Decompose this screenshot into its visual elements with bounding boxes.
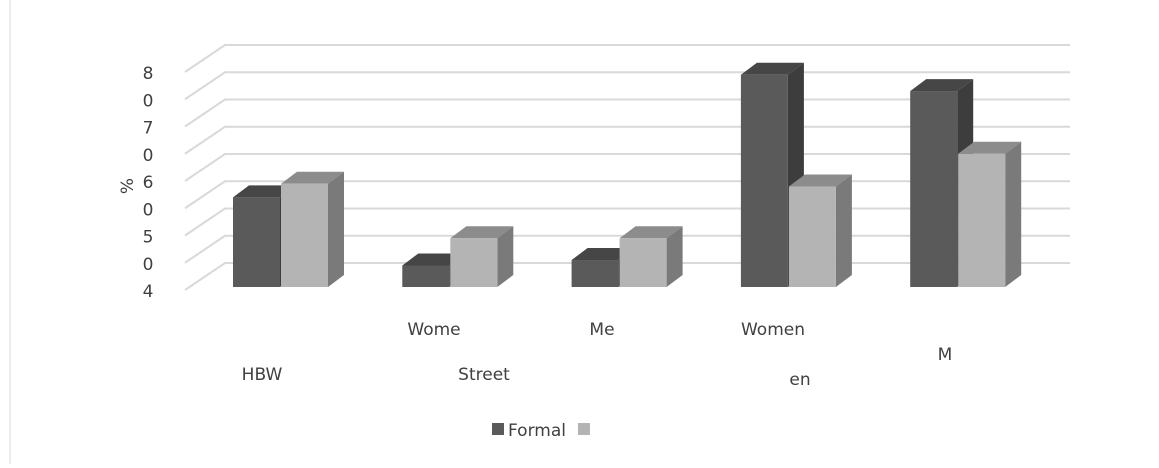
x-tick-label: M (938, 345, 953, 365)
bar (958, 153, 1006, 287)
bar-side (328, 171, 344, 287)
bar-side (666, 226, 683, 287)
x-tick-label: HBW (242, 365, 283, 385)
y-tick-label: 0 (143, 200, 154, 220)
y-tick-label: 4 (143, 282, 154, 302)
bar (281, 183, 328, 287)
bar-top (958, 141, 1022, 154)
x-tick-label: Women (741, 320, 805, 340)
bar-top (910, 79, 974, 92)
bar-top (571, 248, 635, 261)
legend-swatch (492, 423, 504, 435)
y-tick-label: 6 (143, 173, 154, 193)
y-axis-label: % (118, 178, 138, 194)
bar-side (497, 226, 514, 287)
y-tick-label: 0 (143, 255, 154, 275)
bar-side (1005, 141, 1022, 287)
bar (740, 74, 788, 287)
bar (233, 197, 280, 287)
bar (571, 260, 619, 287)
y-tick-label: 7 (143, 119, 154, 139)
bar (450, 238, 498, 287)
legend-label: Formal (508, 421, 566, 441)
bar (788, 186, 836, 287)
y-tick-label: 0 (143, 91, 154, 111)
x-tick-label: Wome (407, 320, 460, 340)
bar-top (281, 171, 344, 184)
bar-side (835, 174, 852, 287)
bar-top (233, 185, 296, 198)
y-tick-label: 8 (143, 64, 154, 84)
y-tick-label: 0 (143, 146, 154, 166)
bar-top (450, 226, 514, 239)
bar-top (619, 226, 683, 239)
y-tick-label: 5 (143, 228, 154, 248)
bar-top (740, 62, 804, 75)
bar (402, 265, 450, 287)
bar (910, 91, 958, 287)
bar-top (402, 253, 466, 266)
bar (619, 238, 667, 287)
x-tick-label: Street (458, 365, 510, 385)
grid-line (184, 44, 1070, 73)
x-tick-label: Me (589, 320, 614, 340)
legend-swatch (577, 423, 590, 435)
bar-top (788, 174, 852, 187)
x-tick-label: en (789, 370, 810, 390)
